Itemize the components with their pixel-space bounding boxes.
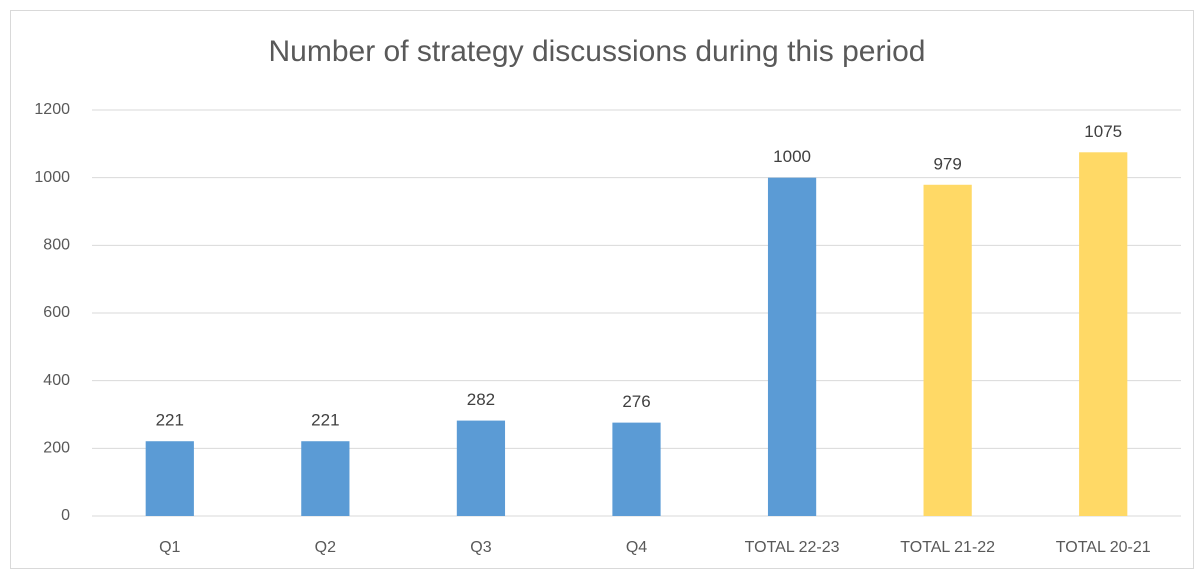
bar [1079, 152, 1128, 516]
y-tick-label: 200 [43, 440, 70, 457]
x-tick-label: TOTAL 21-22 [900, 539, 995, 556]
x-tick-label: TOTAL 20-21 [1056, 539, 1151, 556]
data-label: 282 [467, 390, 495, 409]
y-tick-label: 400 [43, 372, 70, 389]
x-tick-label: TOTAL 22-23 [745, 539, 840, 556]
bar [145, 441, 194, 516]
y-tick-label: 1000 [34, 169, 70, 186]
chart-title: Number of strategy discussions during th… [269, 35, 926, 68]
bar [923, 184, 972, 516]
y-tick-label: 1200 [34, 101, 70, 118]
bar [612, 422, 661, 516]
x-tick-label: Q3 [470, 539, 491, 556]
x-tick-label: Q2 [315, 539, 336, 556]
bar [456, 420, 506, 516]
data-label: 221 [156, 411, 184, 430]
bar [767, 177, 817, 516]
bar [301, 441, 350, 516]
y-tick-label: 800 [43, 237, 70, 254]
data-label: 979 [933, 154, 961, 173]
x-tick-label: Q1 [159, 539, 180, 556]
chart-border [10, 10, 1194, 569]
data-label: 1075 [1084, 122, 1122, 141]
data-label: 221 [311, 411, 339, 430]
y-tick-label: 0 [61, 507, 70, 524]
data-label: 276 [622, 392, 650, 411]
y-tick-label: 600 [43, 304, 70, 321]
x-tick-label: Q4 [626, 539, 647, 556]
data-label: 1000 [773, 147, 811, 166]
